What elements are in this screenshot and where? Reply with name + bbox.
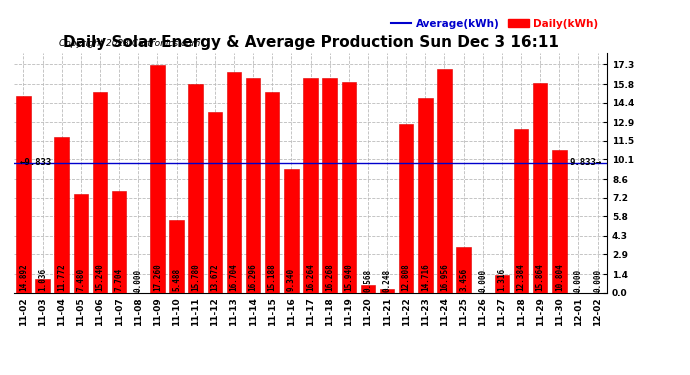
Text: 7.704: 7.704: [115, 267, 124, 291]
Text: 1.036: 1.036: [38, 267, 47, 291]
Bar: [150, 65, 164, 292]
Bar: [55, 137, 69, 292]
Text: 9.833→: 9.833→: [569, 158, 601, 167]
Bar: [399, 124, 413, 292]
Text: 15.940: 15.940: [344, 263, 353, 291]
Bar: [35, 279, 50, 292]
Bar: [457, 247, 471, 292]
Text: 7.480: 7.480: [77, 267, 86, 291]
Text: 9.340: 9.340: [287, 267, 296, 291]
Bar: [208, 112, 222, 292]
Bar: [361, 285, 375, 292]
Bar: [265, 92, 279, 292]
Text: 15.864: 15.864: [535, 263, 544, 291]
Bar: [514, 129, 529, 292]
Bar: [437, 69, 452, 292]
Text: 16.268: 16.268: [325, 263, 334, 291]
Title: Daily Solar Energy & Average Production Sun Dec 3 16:11: Daily Solar Energy & Average Production …: [63, 35, 558, 50]
Text: 0.000: 0.000: [593, 269, 602, 292]
Bar: [246, 78, 260, 292]
Text: 0.000: 0.000: [134, 269, 143, 292]
Text: 0.000: 0.000: [478, 269, 487, 292]
Text: 12.384: 12.384: [517, 263, 526, 291]
Bar: [188, 84, 203, 292]
Bar: [16, 96, 30, 292]
Bar: [380, 289, 394, 292]
Bar: [342, 82, 356, 292]
Bar: [304, 78, 317, 292]
Bar: [418, 99, 433, 292]
Text: 16.956: 16.956: [440, 263, 449, 291]
Text: 16.264: 16.264: [306, 263, 315, 291]
Text: 15.240: 15.240: [95, 263, 104, 291]
Text: 0.248: 0.248: [382, 269, 391, 292]
Text: 16.296: 16.296: [248, 263, 257, 291]
Text: 12.808: 12.808: [402, 263, 411, 291]
Bar: [112, 191, 126, 292]
Text: Copyright 2023 Cartronics.com: Copyright 2023 Cartronics.com: [59, 39, 200, 48]
Bar: [227, 72, 241, 292]
Text: 0.568: 0.568: [364, 269, 373, 292]
Bar: [74, 194, 88, 292]
Text: 15.188: 15.188: [268, 263, 277, 291]
Bar: [169, 220, 184, 292]
Text: 17.260: 17.260: [153, 263, 162, 291]
Bar: [552, 150, 566, 292]
Bar: [92, 92, 107, 292]
Text: 3.456: 3.456: [459, 267, 468, 291]
Bar: [322, 78, 337, 292]
Bar: [284, 170, 299, 292]
Bar: [533, 83, 547, 292]
Text: 11.772: 11.772: [57, 263, 66, 291]
Text: 16.704: 16.704: [230, 263, 239, 291]
Legend: Average(kWh), Daily(kWh): Average(kWh), Daily(kWh): [386, 15, 602, 33]
Text: 13.672: 13.672: [210, 263, 219, 291]
Text: 15.780: 15.780: [191, 263, 200, 291]
Text: 5.488: 5.488: [172, 267, 181, 291]
Text: 14.892: 14.892: [19, 263, 28, 291]
Text: 14.716: 14.716: [421, 263, 430, 291]
Text: 1.316: 1.316: [497, 267, 506, 291]
Text: 0.000: 0.000: [574, 269, 583, 292]
Text: ←9.833: ←9.833: [20, 158, 52, 167]
Text: 10.804: 10.804: [555, 263, 564, 291]
Bar: [495, 275, 509, 292]
